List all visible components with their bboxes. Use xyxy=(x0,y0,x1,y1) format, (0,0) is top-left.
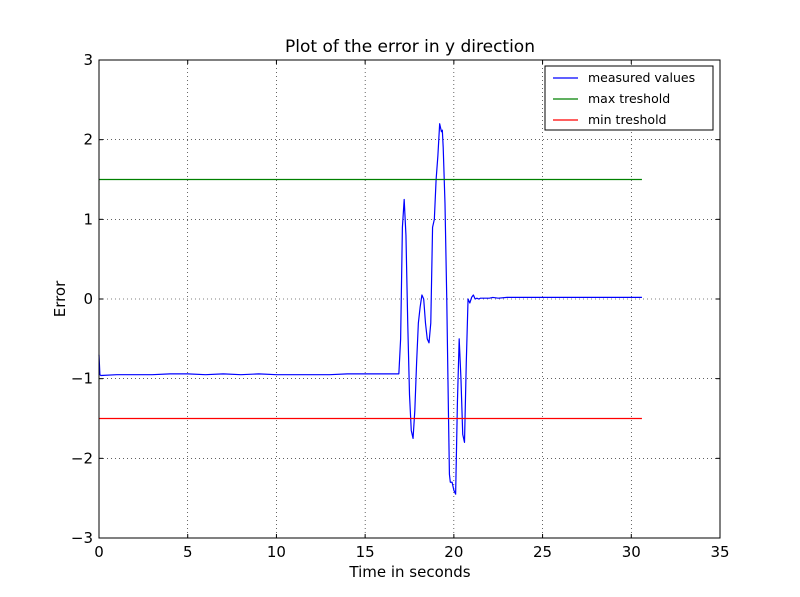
y-tick-label: −3 xyxy=(71,529,93,547)
x-tick-label: 5 xyxy=(183,543,193,561)
x-tick-label: 25 xyxy=(533,543,552,561)
legend-label-min-treshold: min treshold xyxy=(588,112,667,127)
plot-lines xyxy=(98,123,642,495)
x-tick-label: 35 xyxy=(710,543,729,561)
y-axis-label: Error xyxy=(51,280,69,317)
ticks: 0 5 10 15 20 25 30 35 −3 −2 −1 0 1 2 3 xyxy=(71,51,730,561)
series-line-measured-values xyxy=(98,123,642,495)
x-tick-label: 20 xyxy=(444,543,463,561)
x-axis-label: Time in seconds xyxy=(348,563,470,581)
y-tick-label: 3 xyxy=(83,51,93,69)
legend-label-measured-values: measured values xyxy=(588,70,695,85)
x-tick-label: 30 xyxy=(622,543,641,561)
y-tick-label: −2 xyxy=(71,449,93,467)
y-tick-label: 2 xyxy=(83,131,93,149)
chart-title: Plot of the error in y direction xyxy=(285,37,535,57)
x-tick-label: 15 xyxy=(356,543,375,561)
y-tick-label: −1 xyxy=(71,370,93,388)
y-tick-label: 0 xyxy=(83,290,93,308)
legend-box xyxy=(544,65,714,131)
y-tick-label: 1 xyxy=(83,210,93,228)
legend-label-max-treshold: max treshold xyxy=(588,91,670,106)
legend: measured values max treshold min treshol… xyxy=(544,65,714,131)
x-tick-label: 10 xyxy=(267,543,286,561)
x-tick-label: 0 xyxy=(94,543,104,561)
